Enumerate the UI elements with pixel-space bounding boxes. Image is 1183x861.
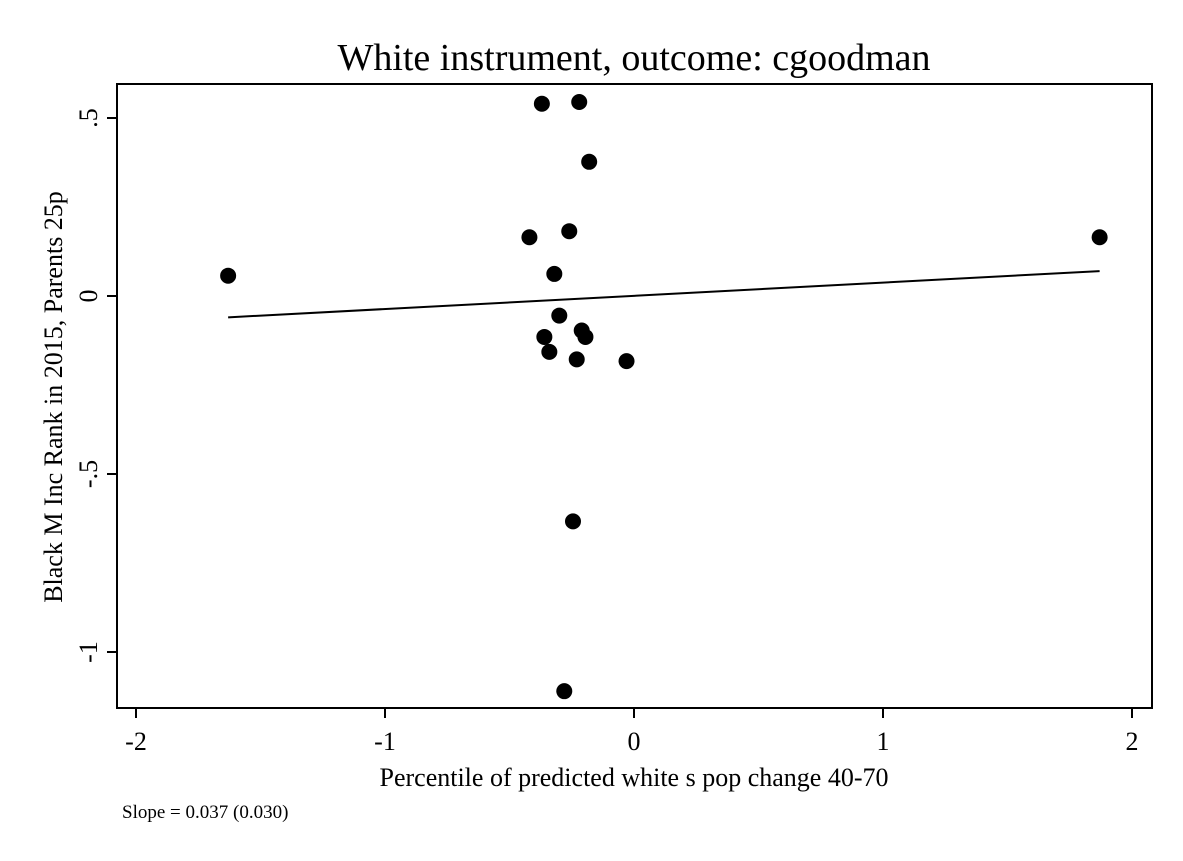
data-point: [536, 328, 553, 345]
data-point: [533, 95, 550, 112]
data-point: [541, 343, 558, 360]
data-point: [556, 683, 573, 700]
chart-title: White instrument, outcome: cgoodman: [337, 37, 930, 79]
data-point: [1091, 229, 1108, 246]
x-tick-label: 1: [877, 727, 890, 756]
y-tick-label: -1: [74, 641, 103, 663]
data-point: [568, 351, 585, 368]
data-point: [561, 223, 578, 240]
fit-line: [228, 270, 1100, 319]
data-point: [551, 307, 568, 324]
data-point: [577, 328, 594, 345]
y-axis: .5 0 -.5 -1: [74, 108, 117, 663]
x-tick-label: 0: [628, 727, 641, 756]
x-axis: -2 -1 0 1 2: [125, 708, 1139, 756]
data-point: [618, 353, 635, 370]
data-point: [564, 513, 581, 530]
x-axis-label: Percentile of predicted white s pop chan…: [380, 763, 889, 792]
data-point: [220, 267, 237, 284]
points-layer: [220, 93, 1108, 700]
data-point: [521, 229, 538, 246]
fit-line-layer: [228, 270, 1100, 319]
data-point: [546, 265, 563, 282]
x-tick-label: -2: [125, 727, 147, 756]
y-tick-label: 0: [74, 290, 103, 303]
plot-frame: [116, 83, 1153, 709]
x-tick-label: -1: [374, 727, 396, 756]
x-tick-label: 2: [1126, 727, 1139, 756]
data-point: [581, 153, 598, 170]
y-tick-label: .5: [74, 108, 103, 128]
y-axis-label: Black M Inc Rank in 2015, Parents 25p: [39, 191, 68, 603]
data-point: [571, 93, 588, 110]
y-tick-label: -.5: [74, 460, 103, 488]
slope-caption: Slope = 0.037 (0.030): [122, 802, 289, 823]
